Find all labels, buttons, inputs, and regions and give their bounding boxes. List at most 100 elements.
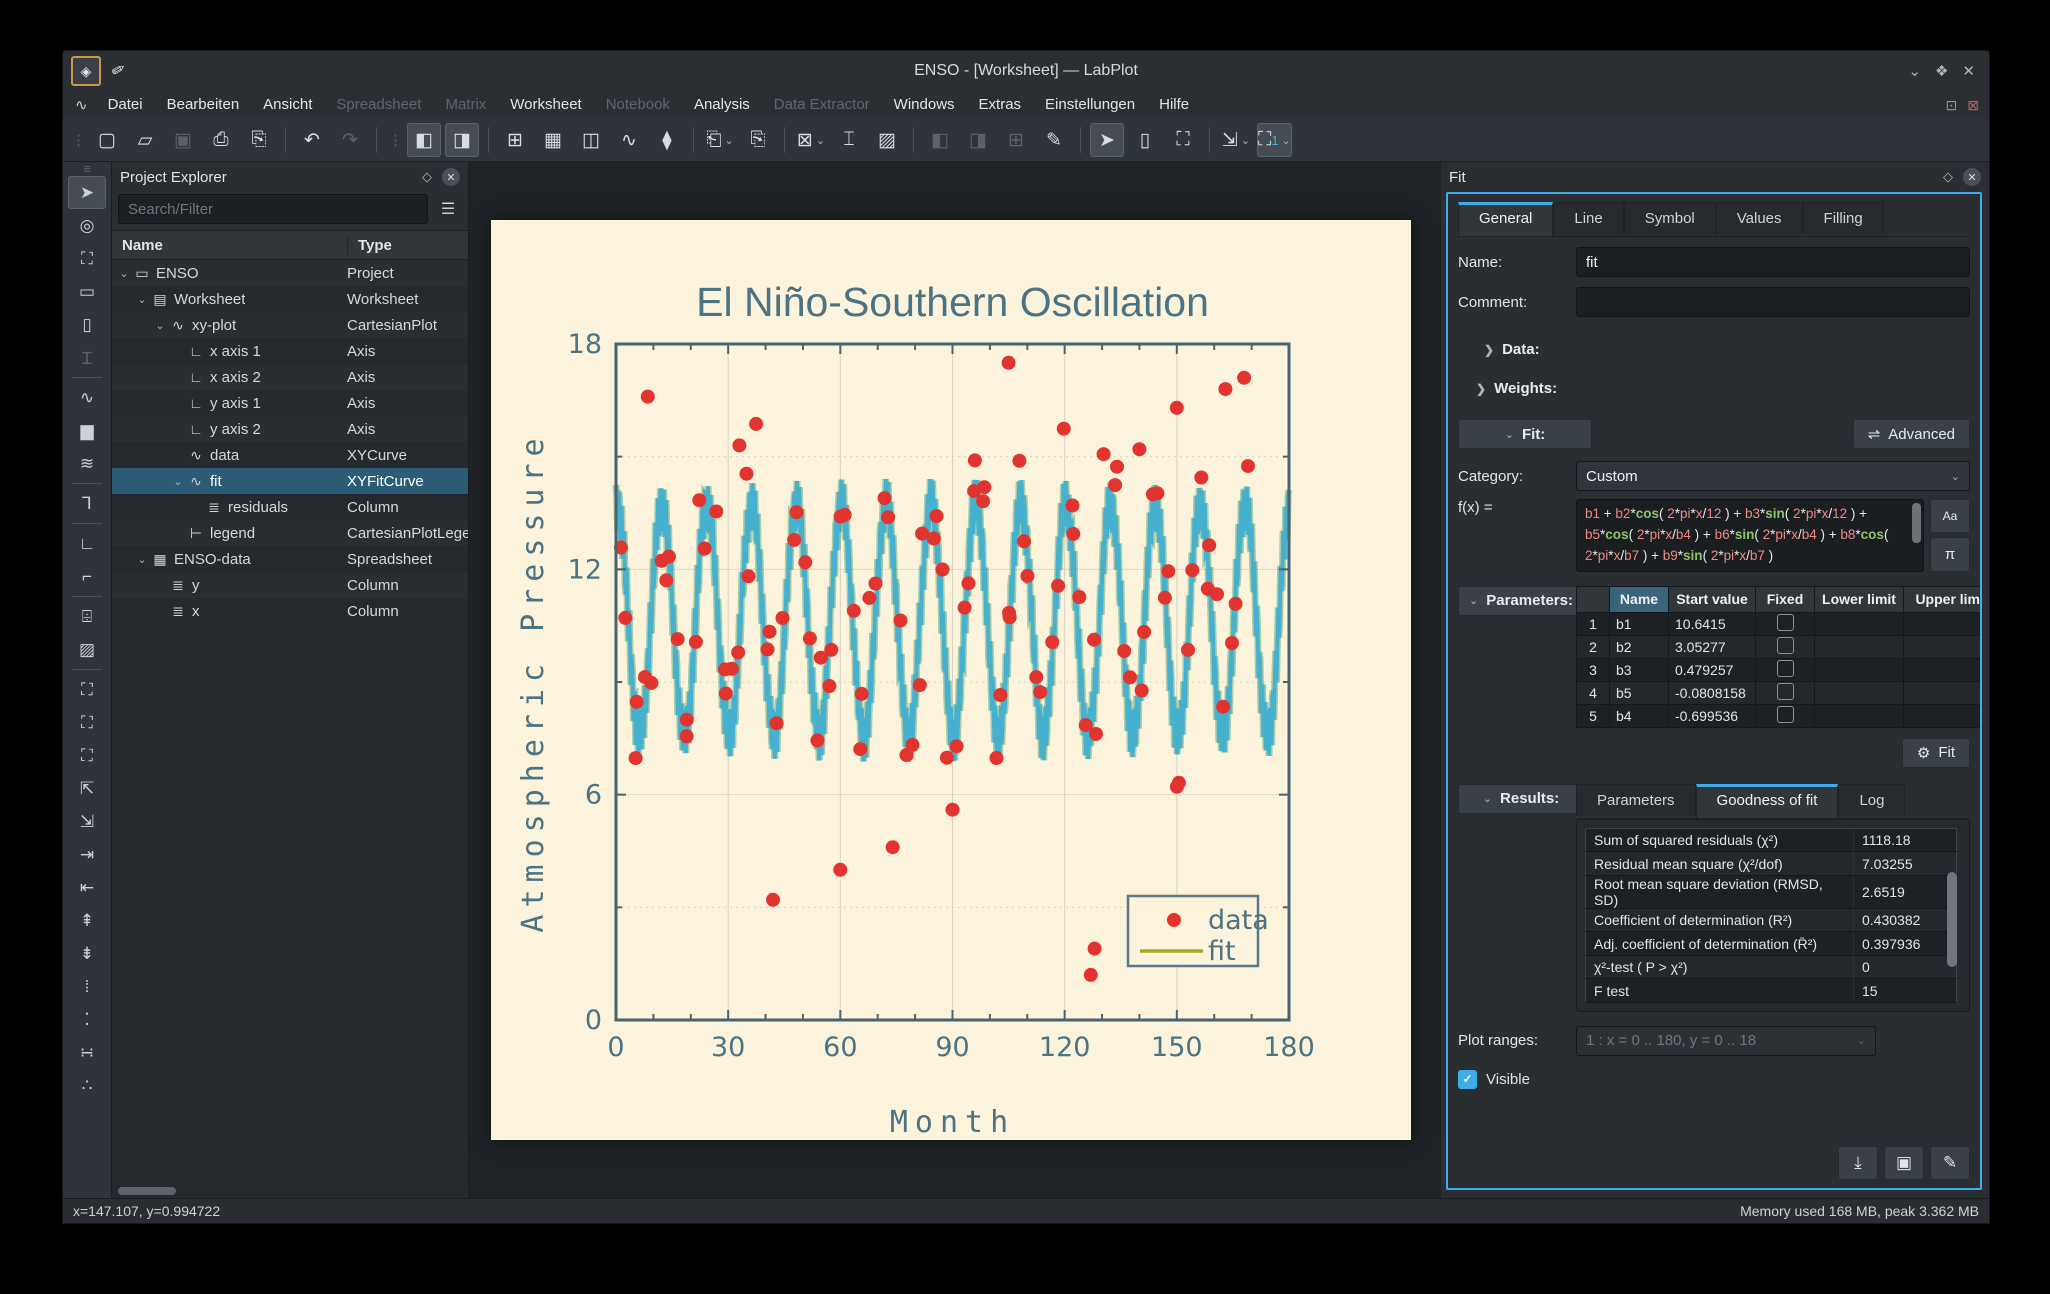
select-x-region-tool[interactable]: ▭ [68,275,106,308]
menu-worksheet[interactable]: Worksheet [498,91,593,119]
tree-row-enso[interactable]: ⌄▭ENSOProject [112,260,468,286]
close-button[interactable]: ✕ [1962,62,1975,80]
zoom-in-x-tool[interactable]: ∺ [68,1036,106,1069]
insert-pi-button[interactable]: π [1930,537,1970,571]
add-text-frame-tool[interactable]: ⌹ [68,600,106,633]
fixed-checkbox[interactable] [1777,637,1794,654]
param-row-b4[interactable]: 5b4-0.699536 [1577,704,1983,727]
tree-row-data[interactable]: ∿dataXYCurve [112,442,468,468]
tree-column-headers[interactable]: Name Type [112,230,468,260]
expander-icon[interactable]: ⌄ [152,319,168,332]
param-header-lower-limit[interactable]: Lower limit [1815,586,1904,612]
shift-up-tool[interactable]: ⇞ [68,904,106,937]
advanced-button[interactable]: ⇌ Advanced [1853,419,1970,449]
navigate-mode-button[interactable]: ▯ [1128,123,1162,157]
fixed-checkbox[interactable] [1777,660,1794,677]
restore-subwindow-icon[interactable]: ⊡ [1946,97,1958,114]
fit-section-toggle[interactable]: ⌄ Fit: [1458,419,1592,449]
zoom-region-tool[interactable]: ⛶ [68,673,106,706]
parameters-table[interactable]: NameStart valueFixedLower limitUpper lim… [1576,586,1982,728]
data-section-toggle[interactable]: ❯ Data: [1484,341,1970,358]
tree-row-y-axis-1[interactable]: ∟y axis 1Axis [112,390,468,416]
toolbar-handle[interactable]: ≡ [83,164,91,176]
print-button[interactable]: ⎙ [204,123,238,157]
fixed-checkbox[interactable] [1777,614,1794,631]
tree-row-x-axis-1[interactable]: ∟x axis 1Axis [112,338,468,364]
select-y-region-tool[interactable]: ▯ [68,308,106,341]
y-axis-label[interactable]: Atmospheric Pressure [516,431,551,932]
menu-ansicht[interactable]: Ansicht [251,91,324,119]
name-field[interactable] [1576,247,1970,277]
search-input[interactable] [118,194,428,224]
undo-button[interactable]: ↶ [295,123,329,157]
cursor-tool[interactable]: ➤ [68,176,106,209]
toolbar-handle[interactable]: ⋮ [388,131,401,149]
insert-constant-button[interactable]: Aa [1930,499,1970,533]
comment-field[interactable] [1576,287,1970,317]
weights-section-toggle[interactable]: ❯ Weights: [1476,380,1970,397]
results-scrollbar[interactable] [1947,872,1957,967]
toggle-project-explorer-button[interactable]: ◧ [407,123,441,157]
magnification-button[interactable]: ⇲⌄ [1219,123,1253,157]
column-header-type[interactable]: Type [348,237,468,254]
open-document-button[interactable]: ▱ [128,123,162,157]
add-histogram-tool[interactable]: ▆ [68,414,106,447]
tab-symbol[interactable]: Symbol [1624,202,1716,234]
import-button[interactable]: ⎗⌄ [703,123,737,157]
param-header-start-value[interactable]: Start value [1669,586,1756,612]
tab-values[interactable]: Values [1716,202,1803,234]
tree-row-y[interactable]: ≣yColumn [112,572,468,598]
fixed-checkbox[interactable] [1777,683,1794,700]
results-tab-parameters[interactable]: Parameters [1576,784,1696,816]
shade-button[interactable]: ⌄ [1908,62,1921,80]
tree-row-y-axis-2[interactable]: ∟y axis 2Axis [112,416,468,442]
column-header-name[interactable]: Name [112,237,348,254]
menu-einstellungen[interactable]: Einstellungen [1033,91,1147,119]
plot-title[interactable]: El Niño-Southern Oscillation [696,279,1209,325]
add-text-label-tool[interactable]: Ꞁ [68,487,106,520]
menu-bearbeiten[interactable]: Bearbeiten [155,91,252,119]
crosshair-tool[interactable]: ◎ [68,209,106,242]
toolbar-handle[interactable]: ⋮ [71,131,84,149]
float-dock-icon[interactable]: ◇ [422,169,432,185]
worksheet-page[interactable]: 0306090120150180061218El Niño-Southern O… [491,220,1411,1140]
close-subwindow-icon[interactable]: ⊠ [1967,97,1979,114]
save-fit-as-button[interactable]: ✎ [1930,1146,1970,1180]
menu-analysis[interactable]: Analysis [682,91,762,119]
expander-icon[interactable]: ⌄ [116,267,132,280]
shift-left-tool[interactable]: ⇤ [68,871,106,904]
tree-row-fit[interactable]: ⌄∿fitXYFitCurve [112,468,468,494]
add-fit-curve-tool[interactable]: ≋ [68,447,106,480]
zoom-select-mode-button[interactable]: ⛶ [1166,123,1200,157]
add-xy-curve-tool[interactable]: ∿ [68,381,106,414]
tab-filling[interactable]: Filling [1803,202,1884,234]
add-image-tool[interactable]: ▨ [68,633,106,666]
zoom-in-y-tool[interactable]: ⁞ [68,970,106,1003]
print-preview-button[interactable]: ⎘ [242,123,276,157]
close-dock-icon[interactable]: ✕ [1963,168,1981,186]
tree-row-residuals[interactable]: ≣residualsColumn [112,494,468,520]
add-image-button[interactable]: ▨ [870,123,904,157]
x-axis-label[interactable]: Month [890,1105,1015,1140]
param-row-b3[interactable]: 3b30.479257 [1577,658,1983,681]
add-y-axis-tool[interactable]: ⌐ [68,560,106,593]
export-button[interactable]: ⎘ [741,123,775,157]
param-header-fixed[interactable]: Fixed [1756,586,1815,612]
new-matrix-button[interactable]: ▦ [536,123,570,157]
close-dock-icon[interactable]: ✕ [442,168,460,186]
expander-icon[interactable]: ⌄ [134,553,150,566]
formula-editor[interactable]: b1 + b2*cos( 2*pi*x/12 ) + b3*sin( 2*pi*… [1576,499,1924,572]
new-datapicker-button[interactable]: ∿ [612,123,646,157]
formula-scrollbar[interactable] [1912,503,1921,543]
param-row-b1[interactable]: 1b110.6415 [1577,612,1983,635]
zoom-out-x-tool[interactable]: ∴ [68,1069,106,1102]
filter-options-icon[interactable]: ☰ [434,195,462,223]
param-header-name[interactable]: Name [1610,586,1669,612]
tree-row-xy-plot[interactable]: ⌄∿xy-plotCartesianPlot [112,312,468,338]
tab-line[interactable]: Line [1553,202,1623,234]
fixed-checkbox[interactable] [1777,706,1794,723]
shift-down-tool[interactable]: ⇟ [68,937,106,970]
param-header-upper-limit[interactable]: Upper limit [1904,586,1983,612]
parameters-section-toggle[interactable]: ⌄ Parameters: [1458,586,1584,616]
add-text-button[interactable]: ⌶ [832,123,866,157]
